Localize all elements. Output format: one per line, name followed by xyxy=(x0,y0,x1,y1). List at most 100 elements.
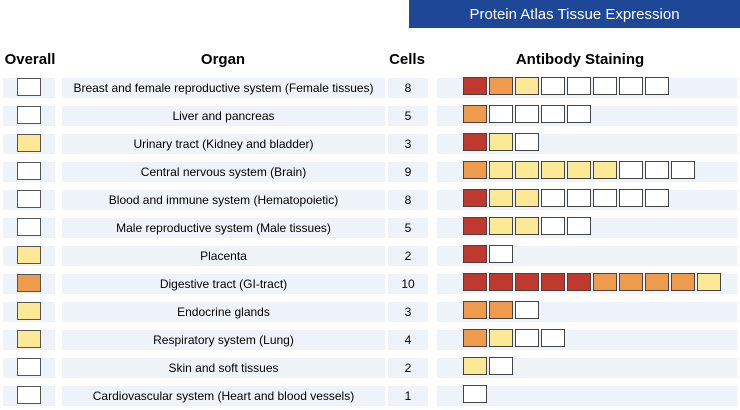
antibody-staining-boxes xyxy=(463,385,489,403)
organ-label[interactable]: Cardiovascular system (Heart and blood v… xyxy=(92,389,355,403)
table-row: Blood and immune system (Hematopoietic) 8 xyxy=(0,186,740,214)
staining-level-box xyxy=(489,161,513,179)
antibody-staining-boxes xyxy=(463,301,541,319)
staining-level-box xyxy=(619,273,643,291)
overall-level-box xyxy=(17,358,41,376)
staining-level-box xyxy=(515,105,539,123)
table-row: Digestive tract (GI-tract) 10 xyxy=(0,270,740,298)
table-row: Skin and soft tissues 2 xyxy=(0,354,740,382)
staining-level-box xyxy=(489,189,513,207)
table-row: Central nervous system (Brain) 9 xyxy=(0,158,740,186)
organ-label[interactable]: Digestive tract (GI-tract) xyxy=(159,277,288,291)
table-row: Breast and female reproductive system (F… xyxy=(0,74,740,102)
row-background xyxy=(388,246,428,266)
row-background xyxy=(388,274,428,294)
overall-level-box xyxy=(17,330,41,348)
row-background xyxy=(388,386,428,406)
cell-count: 8 xyxy=(404,81,412,95)
staining-level-box xyxy=(671,161,695,179)
staining-level-box xyxy=(541,329,565,347)
row-background xyxy=(62,78,385,98)
staining-level-box xyxy=(489,133,513,151)
organ-label[interactable]: Endocrine glands xyxy=(177,305,270,319)
staining-level-box xyxy=(671,273,695,291)
staining-level-box xyxy=(489,357,513,375)
cell-count: 1 xyxy=(404,389,412,403)
overall-level-box xyxy=(17,162,41,180)
staining-level-box xyxy=(619,161,643,179)
row-background xyxy=(388,106,428,126)
staining-level-box xyxy=(515,161,539,179)
cell-count: 5 xyxy=(404,221,412,235)
table-row: Placenta 2 xyxy=(0,242,740,270)
row-background xyxy=(62,106,385,126)
table-row: Endocrine glands 3 xyxy=(0,298,740,326)
cell-count: 2 xyxy=(404,361,412,375)
overall-level-box xyxy=(17,302,41,320)
cell-count: 3 xyxy=(404,137,412,151)
staining-level-box xyxy=(463,385,487,403)
organ-label[interactable]: Urinary tract (Kidney and bladder) xyxy=(133,137,314,151)
row-background xyxy=(388,218,428,238)
row-background xyxy=(62,162,385,182)
organ-label[interactable]: Skin and soft tissues xyxy=(168,361,279,375)
cell-count: 10 xyxy=(401,277,415,291)
antibody-staining-boxes xyxy=(463,189,671,207)
cell-count: 5 xyxy=(404,109,412,123)
staining-level-box xyxy=(697,273,721,291)
cell-count: 2 xyxy=(404,249,412,263)
row-background xyxy=(62,302,385,322)
table-row: Liver and pancreas 5 xyxy=(0,102,740,130)
staining-level-box xyxy=(515,273,539,291)
organ-label[interactable]: Liver and pancreas xyxy=(172,109,275,123)
page-title: Protein Atlas Tissue Expression xyxy=(469,5,680,23)
row-background xyxy=(62,134,385,154)
row-background xyxy=(62,246,385,266)
staining-level-box xyxy=(489,301,513,319)
overall-level-box xyxy=(17,190,41,208)
staining-level-box xyxy=(463,105,487,123)
row-background xyxy=(388,330,428,350)
staining-level-box xyxy=(645,77,669,95)
staining-level-box xyxy=(567,161,591,179)
staining-level-box xyxy=(515,133,539,151)
organ-label[interactable]: Placenta xyxy=(200,249,247,263)
staining-level-box xyxy=(463,77,487,95)
staining-level-box xyxy=(463,161,487,179)
antibody-staining-boxes xyxy=(463,77,671,95)
cell-count: 8 xyxy=(404,193,412,207)
organ-label[interactable]: Central nervous system (Brain) xyxy=(140,165,307,179)
organ-label[interactable]: Breast and female reproductive system (F… xyxy=(73,81,374,95)
table-row: Cardiovascular system (Heart and blood v… xyxy=(0,382,740,410)
antibody-staining-boxes xyxy=(463,161,697,179)
organ-label[interactable]: Respiratory system (Lung) xyxy=(153,333,294,347)
staining-level-box xyxy=(619,77,643,95)
staining-level-box xyxy=(541,189,565,207)
staining-level-box xyxy=(567,105,591,123)
row-background xyxy=(388,162,428,182)
staining-level-box xyxy=(515,77,539,95)
staining-level-box xyxy=(489,245,513,263)
table-row: Urinary tract (Kidney and bladder) 3 xyxy=(0,130,740,158)
overall-level-box xyxy=(17,274,41,292)
staining-level-box xyxy=(593,273,617,291)
organ-label[interactable]: Male reproductive system (Male tissues) xyxy=(116,221,331,235)
antibody-staining-boxes xyxy=(463,329,567,347)
row-background xyxy=(62,358,385,378)
organ-label[interactable]: Blood and immune system (Hematopoietic) xyxy=(108,193,339,207)
staining-level-box xyxy=(541,217,565,235)
antibody-staining-boxes xyxy=(463,245,515,263)
staining-level-box xyxy=(645,161,669,179)
staining-level-box xyxy=(593,161,617,179)
overall-level-box xyxy=(17,218,41,236)
overall-level-box xyxy=(17,246,41,264)
staining-level-box xyxy=(463,217,487,235)
antibody-staining-boxes xyxy=(463,273,723,291)
antibody-staining-boxes xyxy=(463,357,515,375)
row-background xyxy=(62,330,385,350)
staining-level-box xyxy=(567,189,591,207)
header-overall: Overall xyxy=(4,51,56,68)
staining-level-box xyxy=(489,329,513,347)
staining-level-box xyxy=(489,273,513,291)
staining-level-box xyxy=(463,329,487,347)
